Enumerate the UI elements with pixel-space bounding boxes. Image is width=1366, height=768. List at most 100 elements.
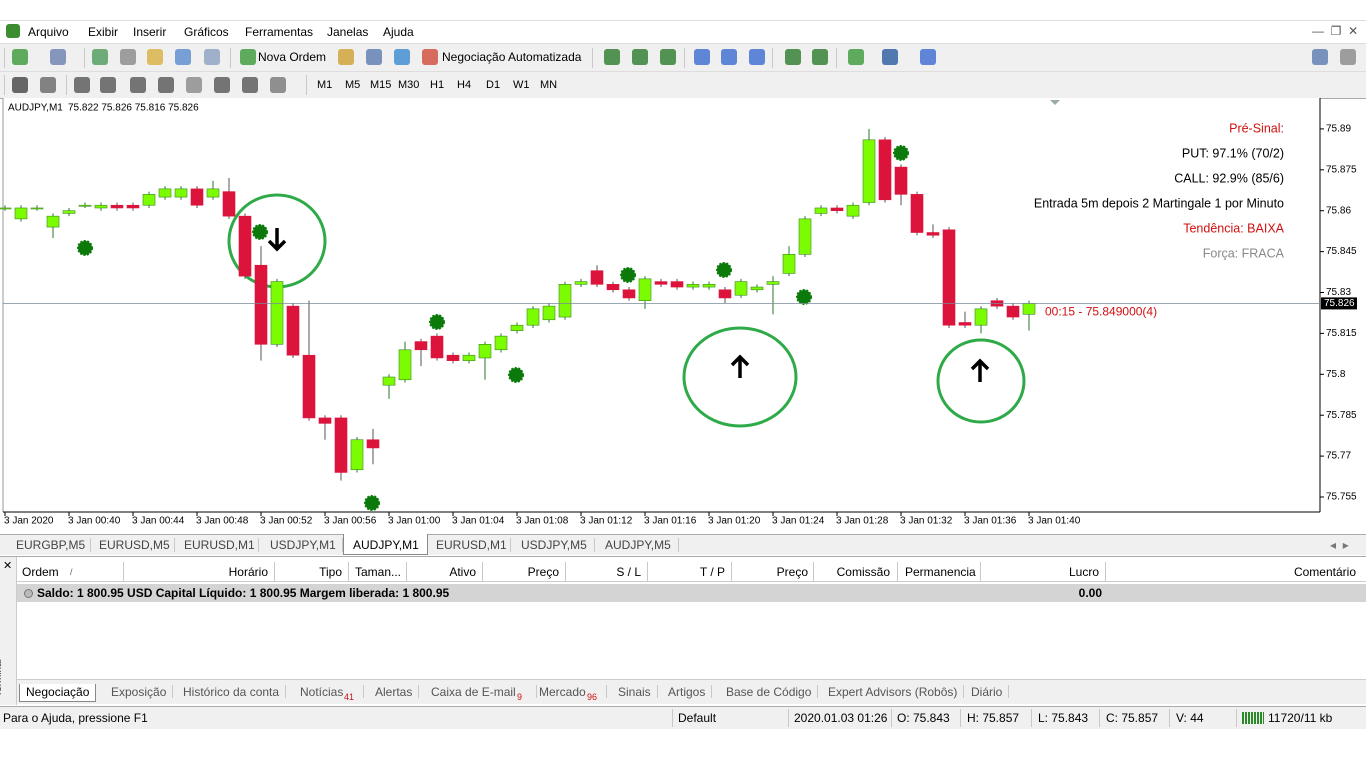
column-header[interactable]: S / L <box>616 565 641 579</box>
timeframe-button[interactable]: MN <box>540 79 558 91</box>
toolbar-icon[interactable] <box>812 49 828 65</box>
toolbar-icon[interactable] <box>785 49 801 65</box>
chart-tab[interactable]: USDJPY,M5 <box>521 538 587 552</box>
toolbar-icon[interactable] <box>920 49 936 65</box>
separator <box>230 48 231 68</box>
terminal-tab[interactable]: Alertas <box>375 685 413 699</box>
candle-body <box>254 264 268 345</box>
column-header[interactable]: Preço <box>776 565 808 579</box>
column-header[interactable]: Comentário <box>1293 565 1356 579</box>
candle-body <box>398 349 412 381</box>
chart-tab[interactable]: EURUSD,M1 <box>184 538 255 552</box>
candle-body <box>558 284 572 318</box>
toolbar-icon[interactable] <box>40 77 56 93</box>
terminal-tab[interactable]: Base de Código <box>726 685 812 699</box>
terminal-tab[interactable]: Negociação <box>19 684 97 702</box>
toolbar-icon[interactable] <box>394 49 410 65</box>
timeframe-button[interactable]: M5 <box>345 79 361 91</box>
toolbar-icon[interactable] <box>175 49 191 65</box>
timeframe-button[interactable]: H1 <box>430 79 445 91</box>
menu-item[interactable]: Inserir <box>133 25 167 39</box>
toolbar-icon[interactable] <box>270 77 286 93</box>
auto-trading-button[interactable]: Negociação Automatizada <box>442 50 582 64</box>
toolbar-icon[interactable] <box>1340 49 1356 65</box>
column-header[interactable]: Tipo <box>319 565 342 579</box>
toolbar-icon[interactable] <box>882 49 898 65</box>
terminal-tab[interactable]: Expert Advisors (Robôs) <box>828 685 958 699</box>
timeframe-button[interactable]: M30 <box>398 79 420 91</box>
candle-body <box>766 281 780 285</box>
timeframe-button[interactable]: H4 <box>457 79 472 91</box>
toolbar-icon[interactable] <box>694 49 710 65</box>
separator <box>788 709 789 727</box>
toolbar-icon[interactable] <box>338 49 354 65</box>
column-header[interactable]: Preço <box>527 565 559 579</box>
column-header[interactable]: T / P <box>699 565 725 579</box>
chart-tab[interactable]: AUDJPY,M5 <box>605 538 671 552</box>
toolbar-icon[interactable] <box>366 49 382 65</box>
timeframe-button[interactable]: M15 <box>370 79 392 91</box>
menu-item[interactable]: Gráficos <box>184 25 229 39</box>
toolbar-icon[interactable] <box>204 49 220 65</box>
toolbar-icon[interactable] <box>12 77 28 93</box>
column-header[interactable]: Permanencia <box>905 565 976 579</box>
terminal-tab[interactable]: Notícias <box>300 685 344 699</box>
candle-body <box>206 188 220 198</box>
toolbar-icon[interactable] <box>12 49 28 65</box>
chart-tab[interactable]: EURUSD,M5 <box>99 538 170 552</box>
toolbar-icon[interactable] <box>120 49 136 65</box>
menu-item[interactable]: Arquivo <box>28 25 69 39</box>
toolbar-icon[interactable] <box>158 77 174 93</box>
close-terminal[interactable]: ✕ <box>3 560 13 572</box>
toolbar-icon[interactable] <box>130 77 146 93</box>
terminal-tab[interactable]: Exposição <box>111 685 167 699</box>
terminal-tab[interactable]: Caixa de E-mail <box>431 685 516 699</box>
menu-item[interactable]: Janelas <box>327 25 369 39</box>
toolbar-icon[interactable] <box>422 49 438 65</box>
column-header[interactable]: Horário <box>228 565 268 579</box>
chart-tab[interactable]: AUDJPY,M1 <box>353 538 419 552</box>
timeframe-button[interactable]: M1 <box>317 79 333 91</box>
arrow-up <box>730 354 750 378</box>
tab-scroll[interactable]: ◂ ▸ <box>1330 538 1349 552</box>
toolbar-icon[interactable] <box>214 77 230 93</box>
timeframe-button[interactable]: D1 <box>486 79 501 91</box>
toolbar-icon[interactable] <box>74 77 90 93</box>
toolbar-icon[interactable] <box>604 49 620 65</box>
chart-tab[interactable]: USDJPY,M1 <box>270 538 336 552</box>
terminal-tab[interactable]: Diário <box>971 685 1003 699</box>
toolbar-icon[interactable] <box>147 49 163 65</box>
toolbar-icon[interactable] <box>721 49 737 65</box>
column-header[interactable]: / <box>70 567 73 577</box>
terminal-tab[interactable]: Mercado <box>539 685 586 699</box>
terminal-tab[interactable]: Sinais <box>618 685 651 699</box>
column-header[interactable]: Ativo <box>449 565 476 579</box>
column-header[interactable]: Lucro <box>1068 565 1099 579</box>
toolbar-icon[interactable] <box>50 49 66 65</box>
menu-item[interactable]: Ferramentas <box>245 25 314 39</box>
toolbar-icon[interactable] <box>242 77 258 93</box>
window-controls[interactable]: — ❐ ✕ <box>1312 24 1359 38</box>
indicator-dot <box>252 224 268 240</box>
column-header[interactable]: Ordem <box>22 565 59 579</box>
terminal-tab[interactable]: Artigos <box>668 685 706 699</box>
timeframe-button[interactable]: W1 <box>513 79 530 91</box>
column-header[interactable]: Taman... <box>355 565 402 579</box>
toolbar-icon[interactable] <box>749 49 765 65</box>
toolbar-icon[interactable] <box>1312 49 1328 65</box>
chart-tab[interactable]: EURUSD,M1 <box>436 538 507 552</box>
toolbar-icon[interactable] <box>660 49 676 65</box>
terminal-tab[interactable]: Histórico da conta <box>183 685 280 699</box>
column-header[interactable]: Comissão <box>836 565 890 579</box>
separator <box>594 538 595 552</box>
toolbar-icon[interactable] <box>92 49 108 65</box>
toolbar-icon[interactable] <box>848 49 864 65</box>
menu-item[interactable]: Exibir <box>88 25 119 39</box>
chart-tab[interactable]: EURGBP,M5 <box>16 538 86 552</box>
toolbar-icon[interactable] <box>100 77 116 93</box>
toolbar-icon[interactable] <box>186 77 202 93</box>
toolbar-icon[interactable] <box>632 49 648 65</box>
new-order-button[interactable]: Nova Ordem <box>258 50 327 64</box>
toolbar-icon[interactable] <box>240 49 256 65</box>
menu-item[interactable]: Ajuda <box>383 25 414 39</box>
